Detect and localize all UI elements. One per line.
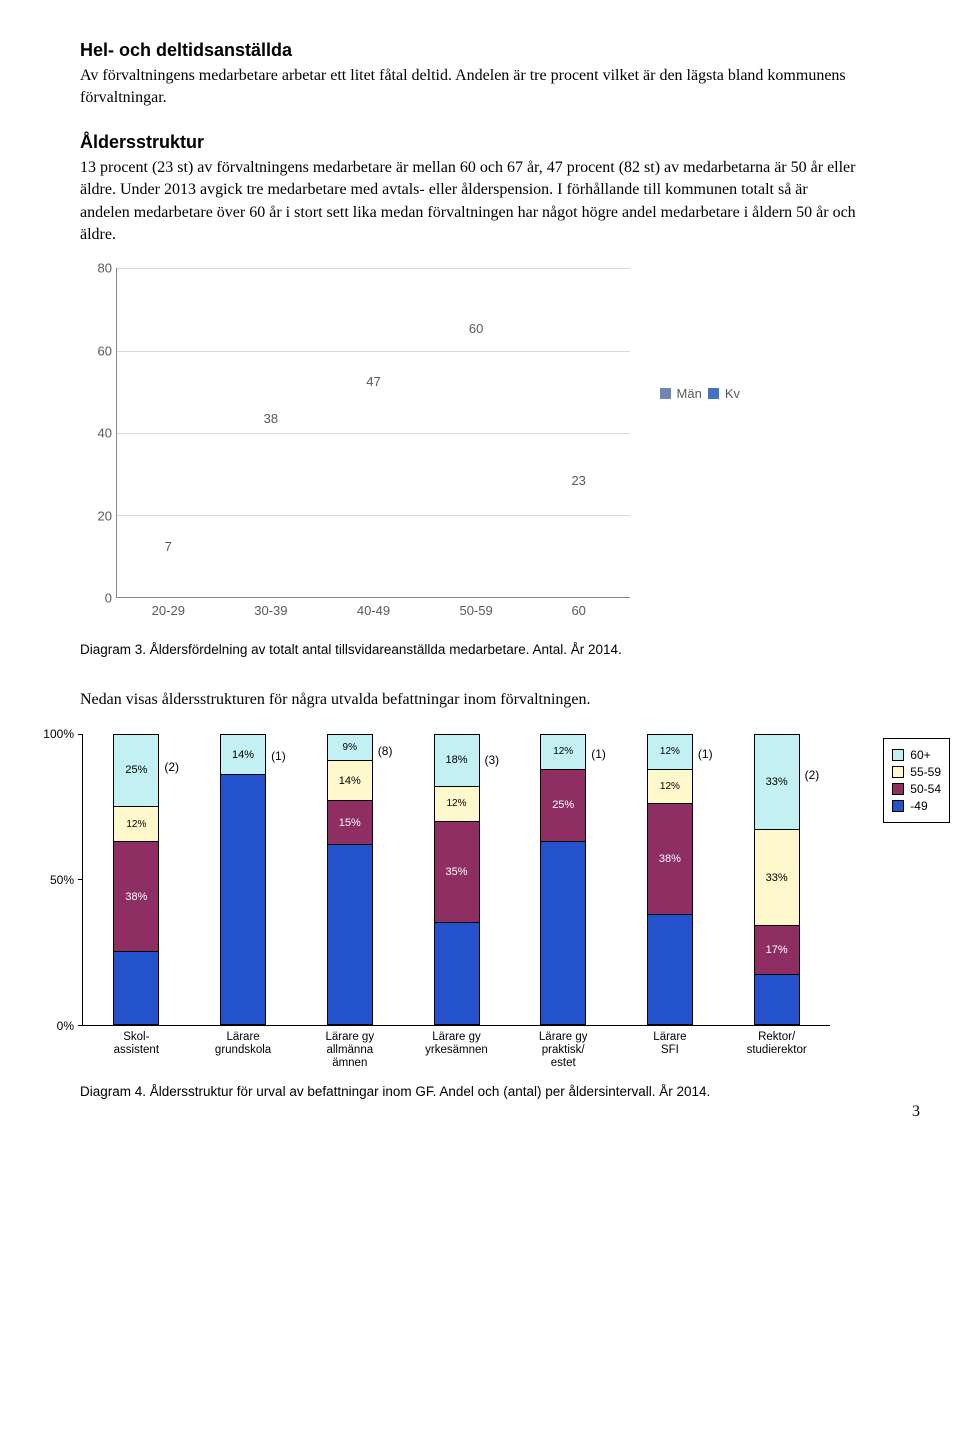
chart1-value-label: 23: [550, 473, 608, 488]
chart2-segment: 15%: [328, 801, 372, 845]
chart1-ytick: 40: [98, 426, 112, 441]
chart2-bar: 18%12%35%(3)Lärare gyyrkesämnen: [434, 734, 480, 1025]
chart2-segment: 12%: [114, 807, 158, 842]
chart2-segment: [755, 975, 799, 1024]
chart2-ytick: 0%: [57, 1019, 74, 1033]
chart-age-structure-roles: 0%50%100% 25%12%38%(2)Skol-assistent14%(…: [40, 734, 910, 1074]
chart2-segment: [328, 845, 372, 1025]
chart2-segment: 38%: [648, 804, 692, 914]
chart1-xlabel: 30-39: [242, 603, 300, 618]
legend-label: 60+: [910, 748, 930, 762]
chart2-segment: [114, 952, 158, 1025]
chart2-segment: 9%: [328, 735, 372, 761]
legend-label: 50-54: [910, 782, 941, 796]
chart-age-distribution: 020406080 720-293830-394740-496050-59236…: [80, 268, 740, 628]
chart2-segment: [541, 842, 585, 1025]
chart2-bar: 25%12%38%(2)Skol-assistent: [113, 734, 159, 1025]
legend-label: Män: [677, 386, 702, 401]
chart2-xlabel: Lärare gyyrkesämnen: [416, 1031, 498, 1057]
chart1-xlabel: 60: [550, 603, 608, 618]
caption-chart2: Diagram 4. Åldersstruktur för urval av b…: [80, 1084, 900, 1099]
chart1-value-label: 47: [345, 374, 403, 389]
paragraph-3: Nedan visas åldersstrukturen för några u…: [80, 689, 860, 711]
chart2-bar: 9%14%15%(8)Lärare gyallmännaämnen: [327, 734, 373, 1025]
chart2-count-label: (1): [698, 747, 713, 761]
chart2-bar: 12%12%38%(1)LärareSFI: [647, 734, 693, 1025]
chart2-segment: 12%: [648, 735, 692, 770]
chart2-xlabel: Lärare gyallmännaämnen: [309, 1031, 391, 1071]
chart1-xlabel: 40-49: [345, 603, 403, 618]
chart2-count-label: (3): [485, 753, 500, 767]
chart1-value-label: 38: [242, 411, 300, 426]
chart2-count-label: (8): [378, 744, 393, 758]
chart1-ytick: 80: [98, 261, 112, 276]
chart2-segment: [648, 915, 692, 1025]
heading-1: Hel- och deltidsanställda: [80, 40, 900, 61]
chart1-legend: Män Kv: [660, 386, 740, 401]
chart2-legend: 60+ 55-59 50-54 -49: [883, 738, 950, 823]
chart2-segment: [221, 775, 265, 1024]
paragraph-2: 13 procent (23 st) av förvaltningens med…: [80, 157, 860, 247]
chart2-segment: 35%: [435, 822, 479, 924]
chart2-segment: 14%: [328, 761, 372, 802]
chart2-xlabel: LärareSFI: [629, 1031, 711, 1057]
chart2-segment: 14%: [221, 735, 265, 776]
chart2-count-label: (1): [271, 749, 286, 763]
chart1-value-label: 60: [447, 321, 505, 336]
legend-label: -49: [910, 799, 927, 813]
chart2-segment: [435, 923, 479, 1025]
chart2-ytick: 100%: [43, 727, 74, 741]
chart1-value-label: 7: [139, 539, 197, 554]
chart2-xlabel: Skol-assistent: [95, 1031, 177, 1057]
chart2-segment: 25%: [114, 735, 158, 808]
legend-swatch: [892, 766, 904, 778]
chart2-segment: 12%: [435, 787, 479, 822]
chart2-segment: 18%: [435, 735, 479, 787]
chart1-ytick: 60: [98, 343, 112, 358]
chart1-ytick: 20: [98, 508, 112, 523]
chart2-segment: 17%: [755, 926, 799, 975]
chart2-count-label: (2): [164, 760, 179, 774]
caption-chart1: Diagram 3. Åldersfördelning av totalt an…: [80, 642, 900, 657]
chart2-segment: 12%: [648, 770, 692, 805]
chart2-ytick: 50%: [50, 873, 74, 887]
legend-swatch: [892, 800, 904, 812]
legend-swatch: [892, 749, 904, 761]
heading-2: Åldersstruktur: [80, 132, 900, 153]
chart2-xlabel: Rektor/studierektor: [736, 1031, 818, 1057]
chart2-segment: 38%: [114, 842, 158, 952]
legend-label: 55-59: [910, 765, 941, 779]
chart1-xlabel: 20-29: [139, 603, 197, 618]
chart1-xlabel: 50-59: [447, 603, 505, 618]
legend-swatch: [708, 388, 719, 399]
paragraph-1: Av förvaltningens medarbetare arbetar et…: [80, 65, 860, 110]
chart2-bar: 33%33%17%(2)Rektor/studierektor: [754, 734, 800, 1025]
chart2-xlabel: Lärare gypraktisk/estet: [522, 1031, 604, 1071]
legend-label: Kv: [725, 386, 740, 401]
chart2-segment: 25%: [541, 770, 585, 843]
page-number: 3: [80, 1103, 920, 1121]
chart2-xlabel: Läraregrundskola: [202, 1031, 284, 1057]
chart2-count-label: (2): [805, 768, 820, 782]
legend-swatch: [660, 388, 671, 399]
chart2-count-label: (1): [591, 747, 606, 761]
chart2-segment: 12%: [541, 735, 585, 770]
chart2-bar: 12%25%(1)Lärare gypraktisk/estet: [540, 734, 586, 1025]
legend-swatch: [892, 783, 904, 795]
chart2-bar: 14%(1)Läraregrundskola: [220, 734, 266, 1025]
chart2-segment: 33%: [755, 735, 799, 831]
chart1-ytick: 0: [105, 591, 112, 606]
chart2-segment: 33%: [755, 830, 799, 926]
